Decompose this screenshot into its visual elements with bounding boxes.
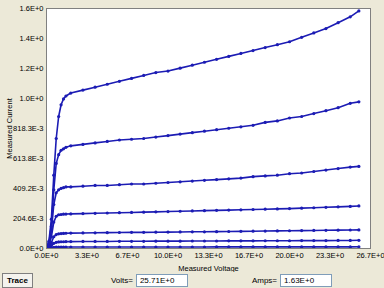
svg-text:Measured Current: Measured Current <box>5 97 14 158</box>
svg-text:20.0E+0: 20.0E+0 <box>275 251 303 260</box>
html-text:Volts=: Volts= <box>110 275 133 285</box>
svg-text:0.0E+0: 0.0E+0 <box>19 243 44 253</box>
svg-text:Measured Voltage: Measured Voltage <box>178 264 238 273</box>
svg-text:1.2E+0: 1.2E+0 <box>20 64 44 73</box>
svg-text:3.3E+0: 3.3E+0 <box>75 251 99 260</box>
svg-text:1.6E+0: 1.6E+0 <box>20 4 44 13</box>
svg-text:409.2E-3: 409.2E-3 <box>13 184 43 193</box>
html-text:25.71E+0: 25.71E+0 <box>139 275 175 285</box>
svg-text:0.0E+0: 0.0E+0 <box>35 251 59 260</box>
svg-text:613.8E-3: 613.8E-3 <box>13 154 43 163</box>
svg-text:818.3E-3: 818.3E-3 <box>13 124 43 133</box>
html-text:Amps=: Amps= <box>251 275 277 285</box>
svg-text:23.3E+0: 23.3E+0 <box>316 251 344 260</box>
svg-text:6.7E+0: 6.7E+0 <box>116 251 140 260</box>
svg-text:1.0E+0: 1.0E+0 <box>20 94 44 103</box>
svg-text:26.7E+0: 26.7E+0 <box>356 251 384 260</box>
svg-text:16.7E+0: 16.7E+0 <box>235 251 263 260</box>
svg-text:204.6E-3: 204.6E-3 <box>13 214 43 223</box>
svg-text:13.3E+0: 13.3E+0 <box>194 251 222 260</box>
svg-text:10.0E+0: 10.0E+0 <box>154 251 182 260</box>
html-text:Trace: Trace <box>7 275 28 285</box>
svg-text:1.4E+0: 1.4E+0 <box>20 34 44 43</box>
html-text:1.63E+0: 1.63E+0 <box>284 275 315 285</box>
